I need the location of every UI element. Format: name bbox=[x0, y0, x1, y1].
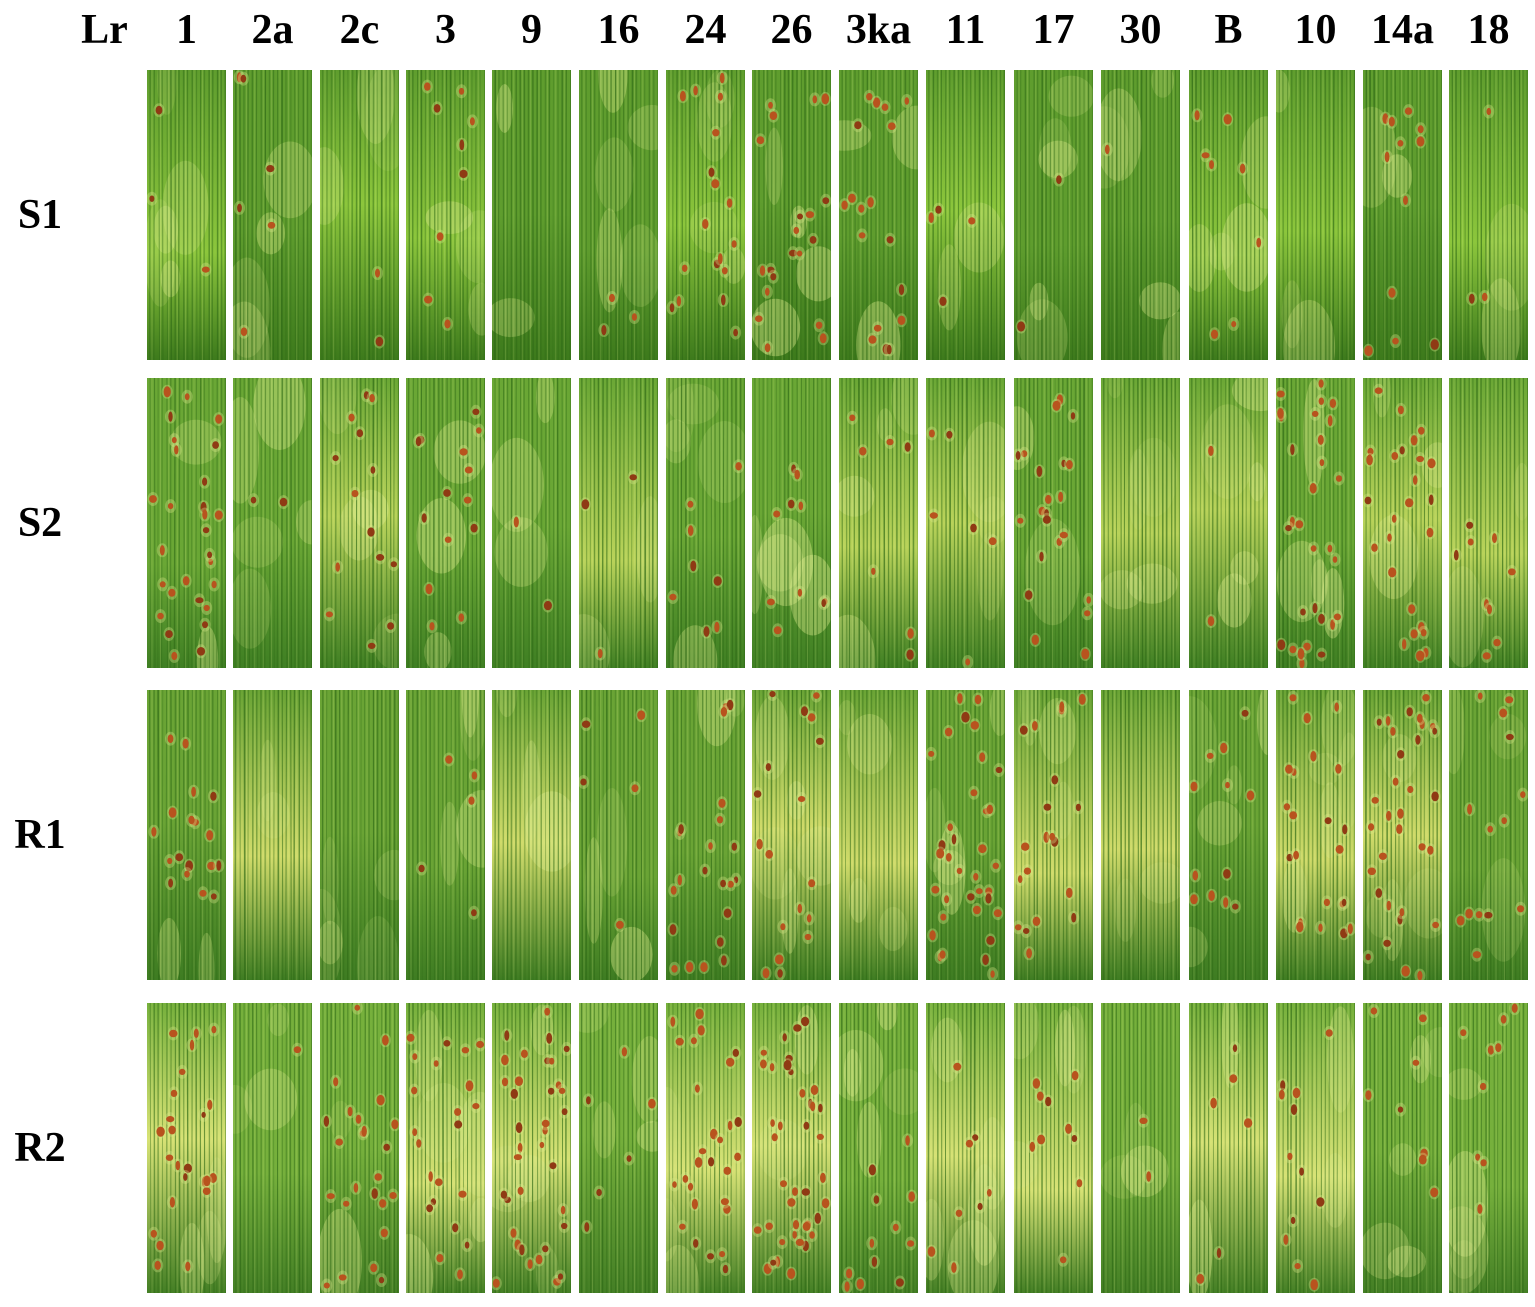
row-label-s1: S1 bbox=[17, 192, 63, 238]
leaf-tile-r2-3ka bbox=[839, 1003, 918, 1293]
leaf-tile-s2-11 bbox=[926, 378, 1005, 668]
leaf-tile-s2-1 bbox=[147, 378, 226, 668]
leaf-tile-s1-3 bbox=[406, 70, 485, 360]
leaf-tile-s2-26 bbox=[752, 378, 831, 668]
column-header-30: 30 bbox=[1119, 7, 1162, 53]
leaf-tile-s1-2a bbox=[233, 70, 312, 360]
leaf-tile-r2-17 bbox=[1014, 1003, 1093, 1293]
corner-label: Lr bbox=[81, 7, 128, 53]
leaf-tile-r2-18 bbox=[1449, 1003, 1528, 1293]
leaf-tile-r2-26 bbox=[752, 1003, 831, 1293]
column-header-9: 9 bbox=[521, 7, 542, 53]
leaf-tile-s2-30 bbox=[1101, 378, 1180, 668]
leaf-tile-r1-3ka bbox=[839, 690, 918, 980]
column-header-11: 11 bbox=[945, 7, 986, 53]
column-header-3: 3 bbox=[435, 7, 456, 53]
column-header-16: 16 bbox=[597, 7, 640, 53]
leaf-tile-r1-2a bbox=[233, 690, 312, 980]
leaf-tile-r1-24 bbox=[666, 690, 745, 980]
row-label-r1: R1 bbox=[14, 812, 66, 858]
leaf-tile-r1-9 bbox=[492, 690, 571, 980]
leaf-tile-s1-30 bbox=[1101, 70, 1180, 360]
leaf-tile-r2-9 bbox=[492, 1003, 571, 1293]
leaf-tile-r2-11 bbox=[926, 1003, 1005, 1293]
leaf-tile-s2-10 bbox=[1276, 378, 1355, 668]
row-label-r2: R2 bbox=[14, 1125, 66, 1171]
leaf-tile-r2-2a bbox=[233, 1003, 312, 1293]
leaf-tile-s2-17 bbox=[1014, 378, 1093, 668]
leaf-tile-r1-1 bbox=[147, 690, 226, 980]
leaf-tile-s1-24 bbox=[666, 70, 745, 360]
leaf-tile-s1-B bbox=[1189, 70, 1268, 360]
leaf-tile-s2-B bbox=[1189, 378, 1268, 668]
leaf-tile-r2-30 bbox=[1101, 1003, 1180, 1293]
leaf-tile-r2-2c bbox=[320, 1003, 399, 1293]
leaf-tile-r1-B bbox=[1189, 690, 1268, 980]
leaf-tile-s2-9 bbox=[492, 378, 571, 668]
column-header-26: 26 bbox=[770, 7, 813, 53]
leaf-tile-s1-16 bbox=[579, 70, 658, 360]
leaf-tile-s1-11 bbox=[926, 70, 1005, 360]
leaf-tile-s1-14a bbox=[1363, 70, 1442, 360]
leaf-tile-s2-2a bbox=[233, 378, 312, 668]
leaf-tile-s2-3 bbox=[406, 378, 485, 668]
leaf-tile-s1-1 bbox=[147, 70, 226, 360]
leaf-tile-s1-26 bbox=[752, 70, 831, 360]
leaf-tile-r2-14a bbox=[1363, 1003, 1442, 1293]
leaf-tile-s2-18 bbox=[1449, 378, 1528, 668]
row-label-s2: S2 bbox=[17, 500, 63, 546]
leaf-tile-r2-10 bbox=[1276, 1003, 1355, 1293]
leaf-tile-s2-24 bbox=[666, 378, 745, 668]
column-header-B: B bbox=[1214, 7, 1243, 53]
leaf-tile-r1-11 bbox=[926, 690, 1005, 980]
column-header-10: 10 bbox=[1294, 7, 1337, 53]
leaf-tile-r1-16 bbox=[579, 690, 658, 980]
leaf-tile-s2-14a bbox=[1363, 378, 1442, 668]
column-header-2c: 2c bbox=[339, 7, 380, 53]
leaf-tile-r2-16 bbox=[579, 1003, 658, 1293]
leaf-tile-r2-1 bbox=[147, 1003, 226, 1293]
leaf-tile-r2-B bbox=[1189, 1003, 1268, 1293]
leaf-tile-s2-16 bbox=[579, 378, 658, 668]
leaf-tile-s2-2c bbox=[320, 378, 399, 668]
column-header-17: 17 bbox=[1032, 7, 1075, 53]
leaf-tile-r2-3 bbox=[406, 1003, 485, 1293]
column-header-3ka: 3ka bbox=[845, 7, 912, 53]
leaf-tile-r2-24 bbox=[666, 1003, 745, 1293]
leaf-tile-s1-18 bbox=[1449, 70, 1528, 360]
leaf-tile-s1-9 bbox=[492, 70, 571, 360]
leaf-tile-s1-3ka bbox=[839, 70, 918, 360]
leaf-tile-r1-17 bbox=[1014, 690, 1093, 980]
leaf-tile-r1-14a bbox=[1363, 690, 1442, 980]
leaf-tile-r1-10 bbox=[1276, 690, 1355, 980]
leaf-tile-r1-2c bbox=[320, 690, 399, 980]
leaf-tile-r1-26 bbox=[752, 690, 831, 980]
column-header-14a: 14a bbox=[1371, 7, 1434, 53]
leaf-tile-s1-17 bbox=[1014, 70, 1093, 360]
column-header-2a: 2a bbox=[251, 7, 294, 53]
leaf-tile-r1-30 bbox=[1101, 690, 1180, 980]
column-header-1: 1 bbox=[176, 7, 197, 53]
leaf-tile-r1-18 bbox=[1449, 690, 1528, 980]
column-header-24: 24 bbox=[684, 7, 727, 53]
column-header-18: 18 bbox=[1467, 7, 1510, 53]
leaf-tile-s1-10 bbox=[1276, 70, 1355, 360]
leaf-tile-s2-3ka bbox=[839, 378, 918, 668]
leaf-tile-r1-3 bbox=[406, 690, 485, 980]
leaf-tile-s1-2c bbox=[320, 70, 399, 360]
